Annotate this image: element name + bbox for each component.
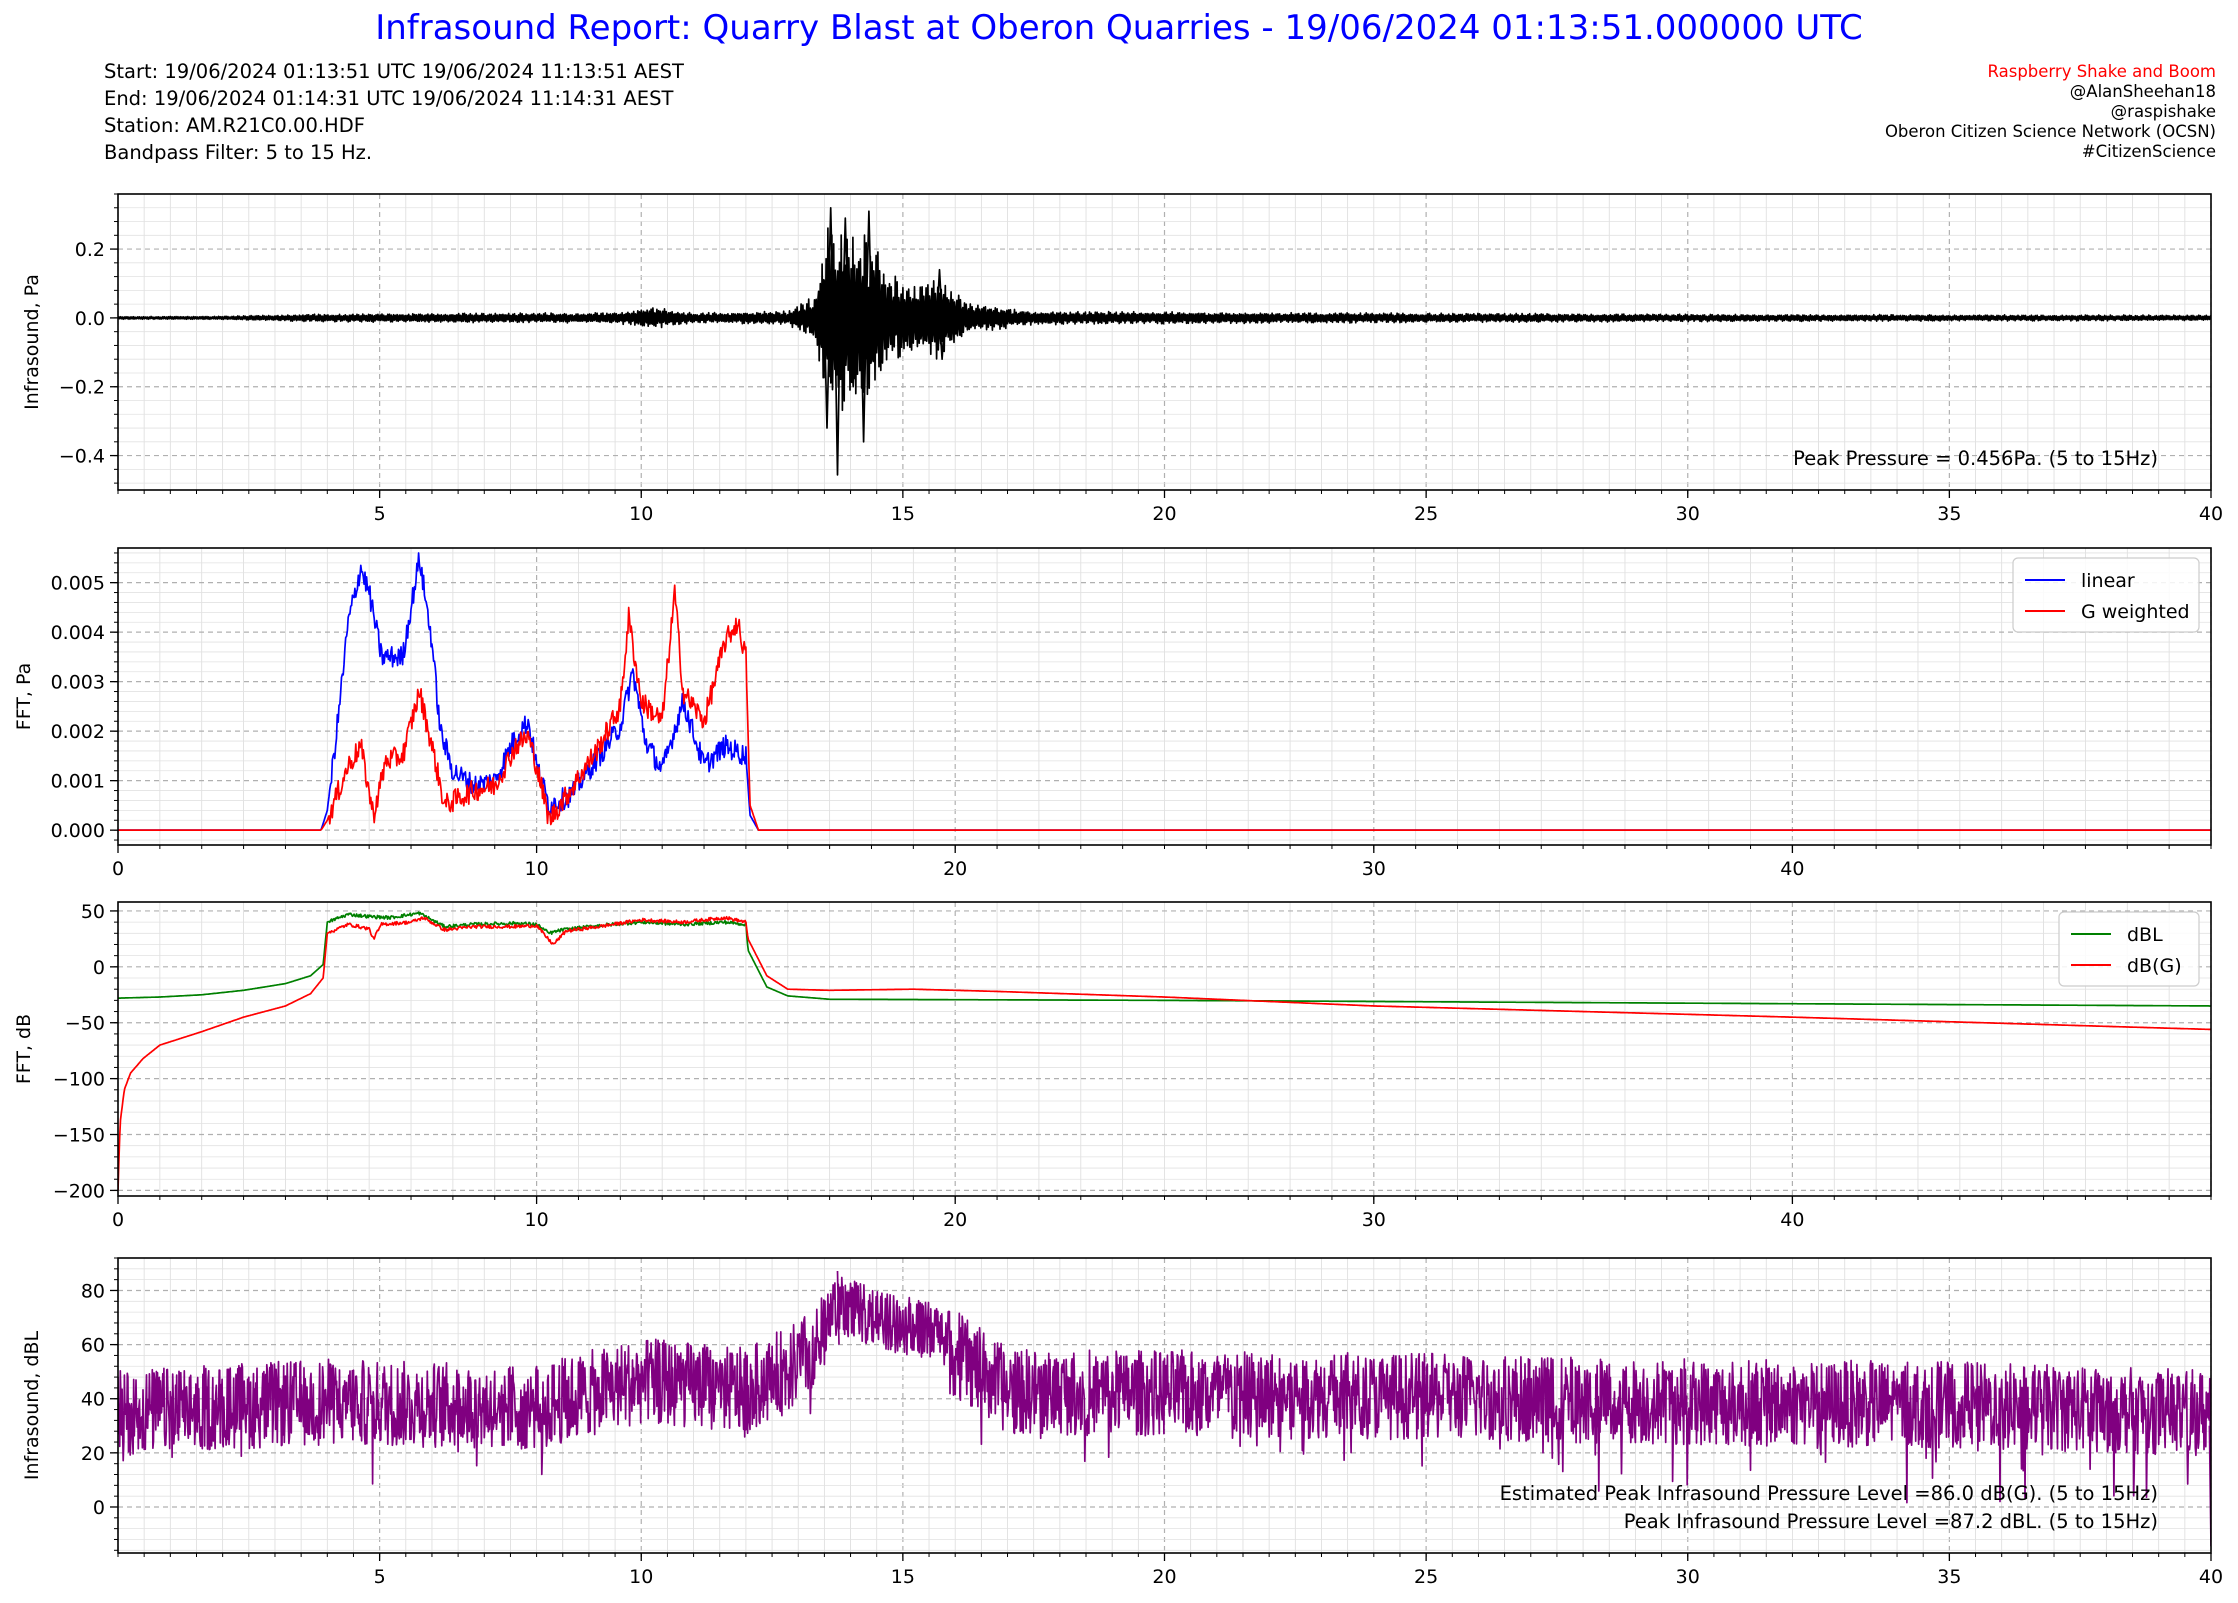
annotation-text: Peak Infrasound Pressure Level =87.2 dBL… bbox=[1624, 1510, 2158, 1533]
y-tick-label: 0.2 bbox=[75, 239, 105, 261]
legend: linear G weighted bbox=[2012, 557, 2200, 633]
x-tick-label: 20 bbox=[1152, 503, 1176, 525]
x-tick-label: 0 bbox=[112, 858, 124, 880]
x-tick-label: 10 bbox=[629, 503, 653, 525]
y-tick-label: 0.002 bbox=[51, 721, 105, 743]
x-tick-label: 40 bbox=[1780, 858, 1804, 880]
x-tick-label: 10 bbox=[525, 1209, 549, 1231]
x-tick-label: 35 bbox=[1937, 1566, 1961, 1588]
annotation-text: Estimated Peak Infrasound Pressure Level… bbox=[1500, 1482, 2158, 1505]
y-axis-label: Infrasound, Pa bbox=[21, 274, 43, 410]
y-tick-label: −50 bbox=[65, 1013, 105, 1035]
x-tick-label: 5 bbox=[374, 503, 386, 525]
y-tick-label: 40 bbox=[81, 1389, 105, 1411]
chart-panel-1: 5 10 15 20 25 30 35 40 0.2 0.0 −0.2 −0.4 Infrasound,… bbox=[21, 193, 2223, 525]
x-tick-label: 5 bbox=[374, 1566, 386, 1588]
series-line-g-weighted bbox=[118, 584, 2211, 831]
legend-label: dB(G) bbox=[2127, 955, 2182, 977]
x-tick-label: 40 bbox=[2199, 503, 2223, 525]
x-tick-label: 0 bbox=[112, 1209, 124, 1231]
y-tick-label: −0.4 bbox=[59, 446, 105, 468]
y-axis-label: FFT, Pa bbox=[13, 663, 35, 730]
credit-line: @AlanSheehan18 bbox=[2069, 82, 2216, 101]
y-tick-label: −200 bbox=[53, 1180, 105, 1202]
y-axis-label: FFT, dB bbox=[13, 1014, 35, 1084]
x-tick-label: 40 bbox=[2199, 1566, 2223, 1588]
legend: dBL dB(G) bbox=[2058, 911, 2200, 987]
x-tick-label: 10 bbox=[525, 858, 549, 880]
credit-line: #CitizenScience bbox=[2081, 142, 2216, 161]
chart-panel-3: 0 10 20 30 40 50 0 −50 −100 −150 −200 FFT, dB dBL dB(… bbox=[13, 901, 2212, 1231]
x-tick-label: 20 bbox=[1152, 1566, 1176, 1588]
y-tick-label: 0 bbox=[93, 1497, 105, 1519]
grid bbox=[117, 548, 2212, 845]
y-axis-label: Infrasound, dBL bbox=[21, 1330, 43, 1480]
series-group bbox=[118, 552, 2211, 831]
x-tick-label: 30 bbox=[1362, 1209, 1386, 1231]
info-filter: Bandpass Filter: 5 to 15 Hz. bbox=[104, 141, 373, 164]
y-tick-label: −150 bbox=[53, 1125, 105, 1147]
x-tick-label: 30 bbox=[1362, 858, 1386, 880]
y-tick-label: 0.0 bbox=[75, 308, 105, 330]
series-line-db-g- bbox=[118, 915, 2211, 1191]
y-tick-label: 0.003 bbox=[51, 672, 105, 694]
x-tick-label: 40 bbox=[1780, 1209, 1804, 1231]
chart-panel-4: 5 10 15 20 25 30 35 40 80 60 40 20 0 Infrasound, dBL E… bbox=[21, 1257, 2223, 1588]
x-tick-label: 15 bbox=[891, 1566, 915, 1588]
series-line-1 bbox=[118, 206, 2211, 476]
legend-box bbox=[2058, 911, 2200, 987]
y-tick-label: 0.001 bbox=[51, 771, 105, 793]
report-info: Start: 19/06/2024 01:13:51 UTC 19/06/202… bbox=[104, 58, 684, 166]
info-start: Start: 19/06/2024 01:13:51 UTC 19/06/202… bbox=[104, 60, 684, 83]
x-tick-label: 15 bbox=[891, 503, 915, 525]
legend-label: G weighted bbox=[2081, 601, 2190, 623]
x-tick-label: 30 bbox=[1676, 503, 1700, 525]
legend-label: dBL bbox=[2127, 924, 2163, 946]
legend-label: linear bbox=[2081, 570, 2135, 592]
x-tick-label: 30 bbox=[1676, 1566, 1700, 1588]
y-tick-label: 80 bbox=[81, 1280, 105, 1302]
credit-line: Oberon Citizen Science Network (OCSN) bbox=[1884, 122, 2216, 141]
grid bbox=[117, 193, 2212, 490]
x-tick-label: 20 bbox=[943, 1209, 967, 1231]
x-tick-label: 10 bbox=[629, 1566, 653, 1588]
report-title: Infrasound Report: Quarry Blast at Obero… bbox=[375, 8, 1863, 48]
y-tick-label: 50 bbox=[81, 901, 105, 923]
x-tick-label: 25 bbox=[1414, 1566, 1438, 1588]
info-end: End: 19/06/2024 01:14:31 UTC 19/06/2024 … bbox=[104, 87, 674, 110]
credit-brand: Raspberry Shake and Boom bbox=[1987, 62, 2216, 81]
legend-box bbox=[2012, 557, 2200, 633]
credit-line: @raspishake bbox=[2110, 102, 2216, 121]
y-tick-label: 0.005 bbox=[51, 573, 105, 595]
y-tick-label: 0.000 bbox=[51, 820, 105, 842]
grid bbox=[117, 902, 2212, 1196]
annotation-text: Peak Pressure = 0.456Pa. (5 to 15Hz) bbox=[1793, 447, 2158, 470]
y-tick-label: 60 bbox=[81, 1335, 105, 1357]
y-tick-label: 0.004 bbox=[51, 622, 105, 644]
x-tick-label: 20 bbox=[943, 858, 967, 880]
x-tick-label: 35 bbox=[1937, 503, 1961, 525]
x-tick-label: 25 bbox=[1414, 503, 1438, 525]
chart-panel-2: 0 10 20 30 40 0.005 0.004 0.003 0.002 0.001 0.000 F… bbox=[13, 547, 2212, 880]
series-group bbox=[118, 911, 2211, 1191]
series-line-dbl bbox=[118, 911, 2211, 1007]
series-group bbox=[118, 206, 2211, 476]
y-tick-label: −0.2 bbox=[59, 377, 105, 399]
credits: Raspberry Shake and Boom @AlanSheehan18 … bbox=[1885, 62, 2216, 162]
y-tick-label: 0 bbox=[93, 957, 105, 979]
y-tick-label: −100 bbox=[53, 1069, 105, 1091]
y-tick-label: 20 bbox=[81, 1443, 105, 1465]
info-station: Station: AM.R21C0.00.HDF bbox=[104, 114, 365, 137]
